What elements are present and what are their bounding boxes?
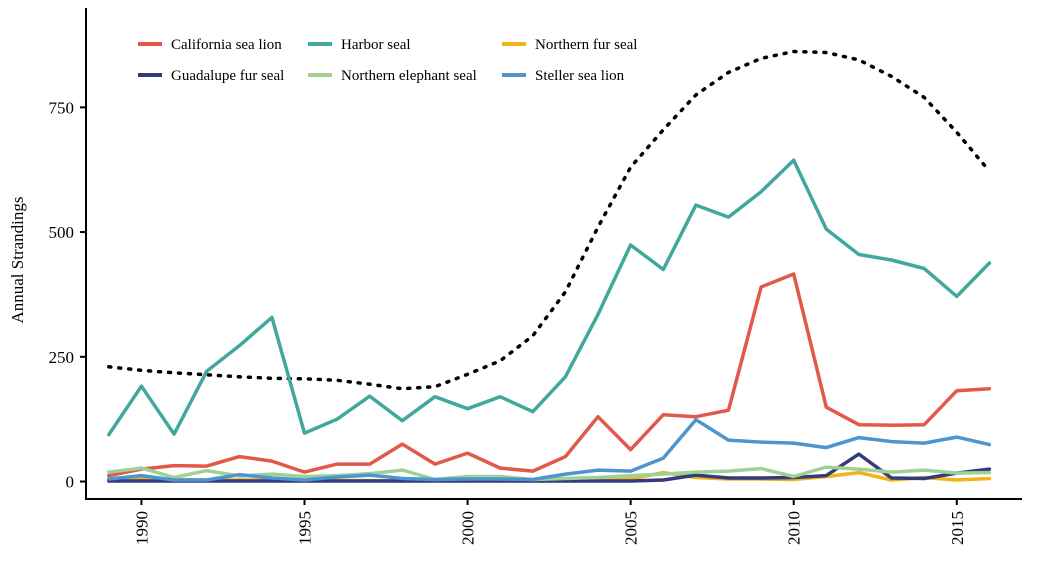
legend-item-california-sea-lion: California sea lion [138,37,282,53]
legend-label: Guadalupe fur seal [171,68,284,84]
x-tick-label: 1990 [132,511,151,545]
y-tick-label: 0 [66,473,75,492]
legend-label: Steller sea lion [535,68,625,84]
legend-label: Northern fur seal [535,37,637,53]
x-tick-label: 2010 [785,511,804,545]
x-tick-label: 1995 [296,511,315,545]
legend-item-northern-elephant-seal: Northern elephant seal [308,68,477,84]
legend-label: Northern elephant seal [341,68,477,84]
legend-label: Harbor seal [341,37,411,53]
legend-item-guadalupe-fur-seal: Guadalupe fur seal [138,68,284,84]
series-line-steller-sea-lion [107,417,992,482]
x-tick-label: 2015 [948,511,967,545]
y-tick-label: 750 [49,98,75,117]
trend-dotted-line [107,49,992,391]
x-tick-label: 2005 [622,511,641,545]
y-ticks: 0 250 500 750 [49,98,86,492]
legend-label: California sea lion [171,37,282,53]
legend-item-northern-fur-seal: Northern fur seal [502,37,637,53]
series-line-california-sea-lion [107,272,992,478]
series-line-harbor-seal [107,158,992,437]
series-layer [107,158,992,483]
y-tick-label: 500 [49,223,75,242]
x-ticks: 1990 1995 2000 2005 2010 2015 [132,499,967,545]
trend-layer [107,49,992,391]
legend-item-harbor-seal: Harbor seal [308,37,411,53]
axes: 0 250 500 750 1990 1995 2000 2005 2010 2015 Annu… [8,8,1022,545]
series-line-guadalupe-fur-seal [107,452,992,483]
x-tick-label: 2000 [459,511,478,545]
y-axis-title: Annual Strandings [8,196,27,323]
legend: California sea lion Harbor seal Northern f… [138,37,637,84]
legend-item-steller-sea-lion: Steller sea lion [502,68,625,84]
y-tick-label: 250 [49,348,75,367]
